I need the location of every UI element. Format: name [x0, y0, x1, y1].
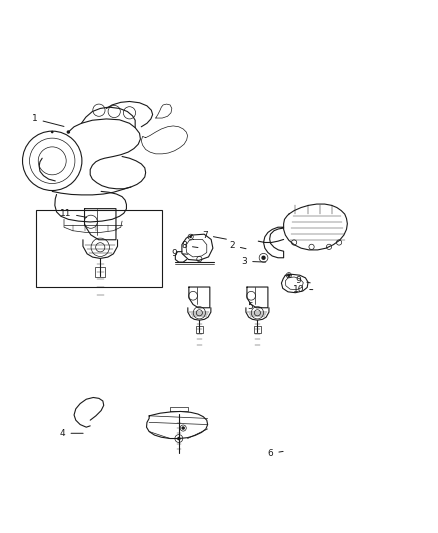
Circle shape: [177, 437, 180, 440]
Text: 7: 7: [202, 231, 226, 239]
Bar: [254, 326, 261, 333]
Text: 10: 10: [293, 285, 313, 294]
Circle shape: [67, 130, 70, 134]
Text: 4: 4: [60, 429, 83, 438]
Text: 1: 1: [32, 115, 64, 126]
Text: 6: 6: [268, 449, 283, 458]
Text: 5: 5: [247, 302, 261, 311]
Text: 3: 3: [241, 257, 265, 266]
Circle shape: [189, 236, 192, 238]
Circle shape: [181, 426, 185, 430]
Bar: [196, 326, 203, 333]
Bar: [95, 266, 106, 277]
Text: 2: 2: [229, 241, 246, 250]
Circle shape: [51, 131, 53, 133]
Circle shape: [261, 256, 266, 260]
Text: 9: 9: [172, 249, 188, 258]
Circle shape: [287, 273, 290, 277]
Bar: [36, 210, 162, 287]
Text: 8: 8: [181, 241, 198, 250]
Text: 11: 11: [60, 209, 87, 218]
Text: 9: 9: [296, 276, 310, 285]
